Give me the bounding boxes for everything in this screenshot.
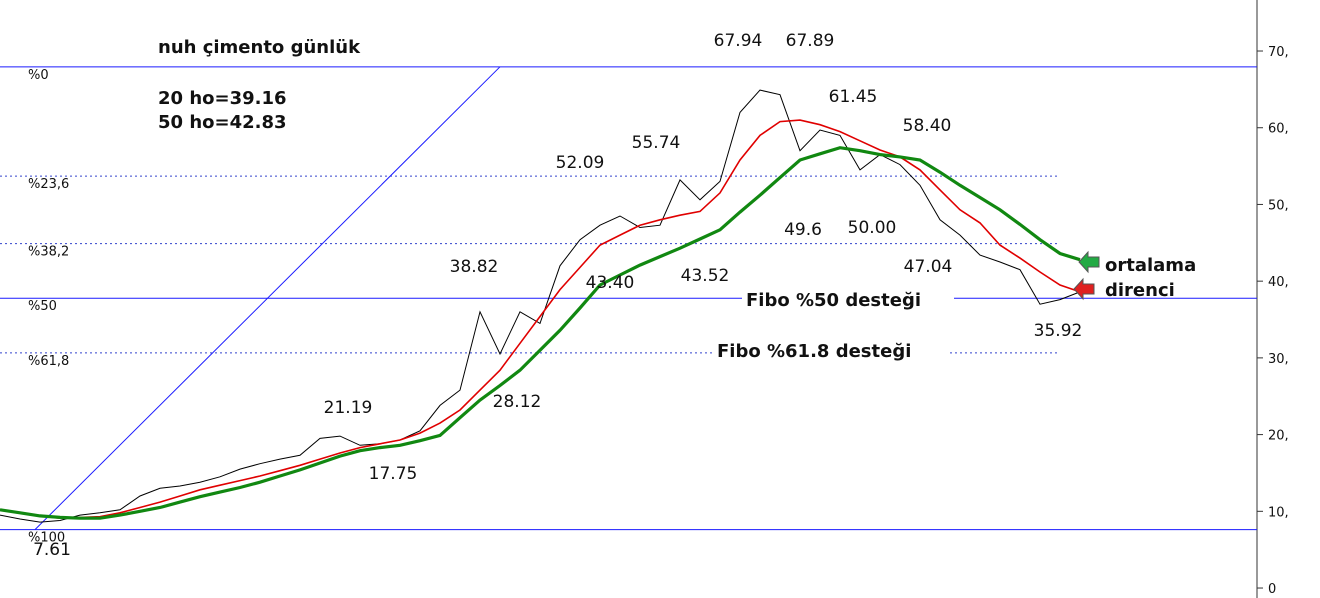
chart-title: nuh çimento günlük bbox=[158, 37, 361, 58]
price-label: 67.89 bbox=[786, 31, 835, 51]
price-label: 43.40 bbox=[586, 273, 635, 293]
price-label: 35.92 bbox=[1034, 321, 1083, 341]
price-label: 55.74 bbox=[632, 133, 681, 153]
price-label: 28.12 bbox=[493, 392, 542, 412]
fib-label: %0 bbox=[28, 68, 49, 83]
price-label: 38.82 bbox=[450, 257, 499, 277]
fib-label: %23,6 bbox=[28, 177, 69, 192]
y-tick-label: 70, bbox=[1268, 45, 1289, 60]
fib-label: %50 bbox=[28, 299, 57, 314]
price-label: 47.04 bbox=[904, 257, 953, 277]
price-label: 43.52 bbox=[681, 266, 730, 286]
price-label: 7.61 bbox=[33, 540, 71, 560]
y-ticks: 0 10, 20, 30, 40, 50, 60, 70, bbox=[1257, 45, 1289, 597]
price-label: 61.45 bbox=[829, 87, 878, 107]
fan-line bbox=[34, 66, 501, 531]
y-tick-label: 0 bbox=[1268, 582, 1276, 597]
series-line bbox=[0, 89, 1081, 523]
price-labels: 67.94 67.89 61.45 58.40 52.09 55.74 49.6 50.00 4… bbox=[33, 31, 1083, 560]
y-tick-label: 20, bbox=[1268, 429, 1289, 444]
annotation: 20 ho=39.16 bbox=[158, 88, 287, 109]
y-tick-label: 50, bbox=[1268, 198, 1289, 213]
y-tick-label: 30, bbox=[1268, 352, 1289, 367]
annotation: direnci bbox=[1105, 280, 1175, 301]
y-tick-label: 10, bbox=[1268, 505, 1289, 520]
series-line bbox=[0, 146, 1081, 520]
annotation: 50 ho=42.83 bbox=[158, 112, 287, 133]
y-tick-label: 60, bbox=[1268, 122, 1289, 137]
fib-label: %38,2 bbox=[28, 245, 69, 260]
label-bg bbox=[714, 337, 948, 359]
price-label: 52.09 bbox=[556, 153, 605, 173]
fib-label: %100 bbox=[28, 531, 65, 546]
price-label: 50.00 bbox=[848, 218, 897, 238]
price-label: 21.19 bbox=[324, 398, 373, 418]
price-label: 67.94 bbox=[714, 31, 763, 51]
arrow-red bbox=[1073, 277, 1095, 301]
fibonacci-levels: %0 %23,6 %38,2 %50 %61,8 %100 bbox=[0, 66, 1257, 546]
annotation: Fibo %61.8 desteği bbox=[717, 341, 911, 362]
price-label: 58.40 bbox=[903, 116, 952, 136]
label-bg bbox=[742, 286, 954, 308]
y-tick-label: 40, bbox=[1268, 275, 1289, 290]
price-label: 17.75 bbox=[369, 464, 418, 484]
series-lines bbox=[0, 89, 1081, 523]
annotation: ortalama bbox=[1105, 255, 1196, 276]
fib-label: %61,8 bbox=[28, 354, 69, 369]
price-label: 49.6 bbox=[784, 220, 822, 240]
annotation: Fibo %50 desteği bbox=[746, 290, 921, 311]
arrow-green bbox=[1078, 250, 1100, 274]
